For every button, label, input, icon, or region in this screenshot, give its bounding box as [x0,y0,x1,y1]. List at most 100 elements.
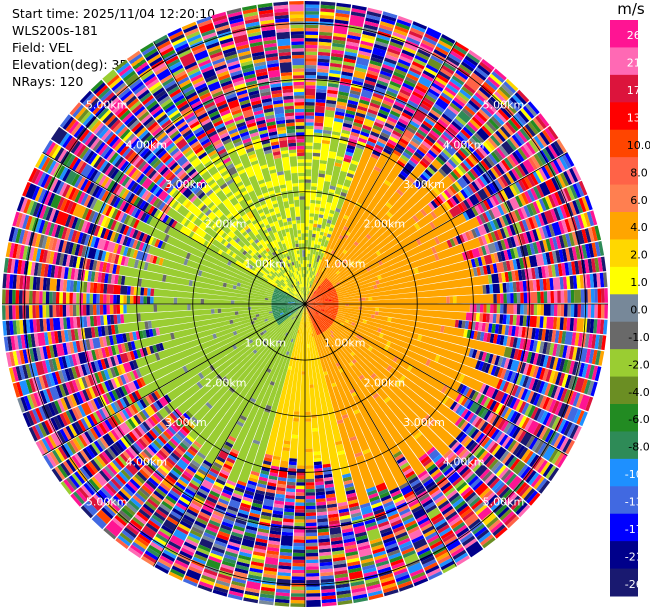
ray-gates [327,89,338,95]
ray-gates [165,142,176,152]
ray-gates [72,412,125,451]
ray-gates [423,147,440,164]
ray-gates [555,247,575,263]
ray-gates [344,116,354,122]
ray-gates [12,351,19,366]
ray-gates [132,229,139,239]
ray-gates [375,38,404,90]
ray-gates [109,77,122,89]
ray-gates [290,593,305,597]
ray-gates [237,124,250,138]
ray-gates [467,119,542,181]
ray-gates [120,410,194,481]
ray-gates [336,419,344,425]
ray-gates [45,304,272,318]
ray-gates [305,499,318,537]
ray-gates [526,390,573,420]
ray-gates [83,426,177,516]
ray-gates [564,262,570,276]
ray-gates [392,130,402,138]
ray-gates [178,49,304,302]
colorbar-tick-label: 21.0 [627,57,650,70]
ray-gates [102,262,121,275]
ray-gates [74,422,131,467]
ray-gates [104,251,110,262]
ray-gates [350,508,382,594]
ray-gates [22,245,273,299]
ray-gates [264,563,278,569]
ray-gates [173,135,192,155]
ray-gates [305,304,568,331]
ray-gates [503,304,521,315]
ray-gates [216,100,230,114]
ray-gates [222,488,233,496]
ray-gates [98,427,143,465]
ray-gates [85,440,104,459]
ray-gates [516,361,549,381]
ray-gates [36,314,118,333]
ray-gates [407,94,437,132]
colorbar-swatch [610,74,638,103]
ray-gates [35,361,45,376]
ray-gates [389,79,416,118]
ray-gates [147,121,159,132]
ray-gates [43,454,54,469]
ray-gates [305,152,400,304]
ray-gates [548,399,563,416]
ray-gates [178,79,191,89]
ray-gates [455,404,503,442]
ray-gates [595,350,601,366]
ray-gates [495,504,508,516]
ray-gates [330,533,342,539]
colorbar-swatch [610,129,638,158]
ray-gates [232,112,305,304]
ray-gates [80,408,107,431]
ray-gates [346,17,396,154]
ray-gates [138,111,150,122]
ray-gates [482,423,497,438]
colorbar-swatch [610,102,638,131]
ray-gates [156,131,167,142]
ray-gates [37,172,128,224]
colorbar-swatch [610,541,638,570]
azimuth-spoke [304,152,568,305]
ray-gates [217,480,247,538]
ray-gates [347,495,358,502]
ring-label: 4.00km [126,138,168,151]
ray-gates [337,91,349,103]
ray-gates [248,153,257,160]
ray-gates [416,46,449,91]
ray-gates [500,239,507,250]
ray-gates [565,440,575,455]
ray-gates [536,148,553,165]
ray-gates [474,321,593,349]
ray-gates [216,533,230,541]
colorbar-tick-label: -10.0 [625,468,650,481]
ray-gates [160,119,188,150]
ray-gates [370,314,512,347]
ray-gates [340,89,361,142]
ray-gates [293,78,305,294]
ray-gates [127,547,142,559]
ray-gates [490,223,520,242]
ray-gates [305,157,408,304]
ray-gates [346,14,397,151]
ray-gates [305,153,480,304]
ray-gates [383,500,414,552]
ray-gates [259,576,277,599]
ray-gates [273,1,297,147]
ray-gates [305,304,504,428]
ray-gates [66,305,70,317]
ray-gates [554,191,563,206]
ray-gates [190,100,231,165]
ray-gates [366,238,422,272]
ray-gates [519,374,549,395]
ray-gates [317,334,385,486]
ray-gates [467,426,518,469]
colorbar-tick-label: -1.0 [628,331,649,344]
ray-gates [389,516,401,524]
ray-gates [527,405,536,418]
ray-gates [212,14,228,23]
ray-gates [289,152,305,304]
ray-gates [419,472,478,549]
